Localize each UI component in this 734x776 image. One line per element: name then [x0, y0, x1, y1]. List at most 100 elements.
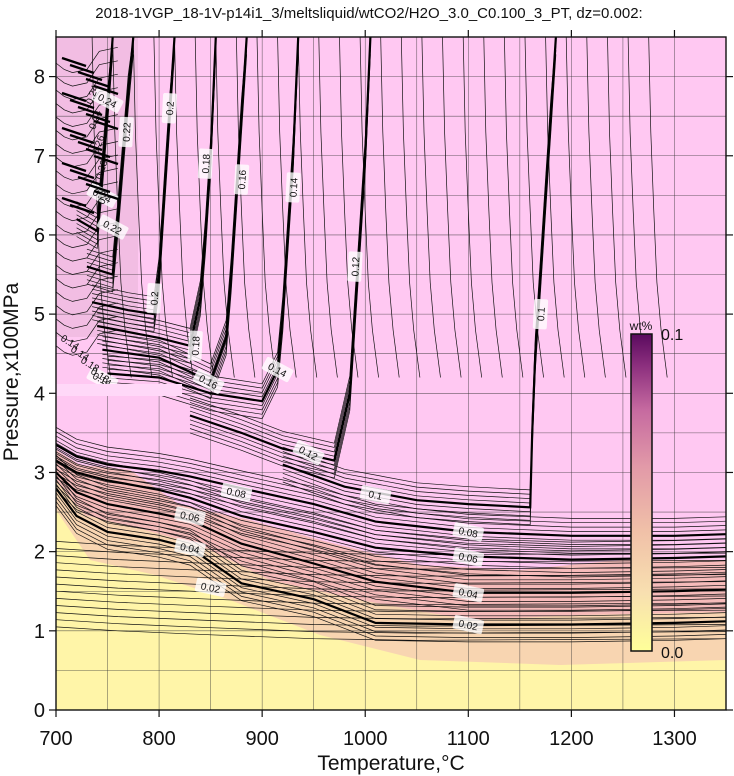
contour-label-0.04-0: 0.04 [174, 538, 206, 558]
top-left-contour-mark-11 [69, 133, 95, 145]
top-left-contour-mark-18 [85, 182, 111, 194]
top-left-contour-mark-10 [61, 126, 87, 138]
contour-label-0.2-1: 0.2 [161, 93, 178, 124]
top-left-contour-mark-17 [77, 175, 103, 187]
minor-contour-0-5 [56, 483, 726, 621]
left-curl-contour-1 [56, 316, 118, 343]
minor-contour-1-0 [56, 489, 726, 611]
top-left-contour-mark-3 [85, 77, 111, 89]
top-left-contour-mark-19 [93, 189, 119, 201]
upper-minor-contour-10 [297, 37, 318, 378]
top-left-contour-mark-12 [77, 140, 103, 152]
lower-minor-contour-12 [56, 541, 726, 556]
contour-label-bg [91, 87, 124, 113]
left-curl-contour-3 [56, 289, 118, 316]
y-tick-label-0: 0 [34, 700, 45, 722]
contour-label-0.06-0: 0.06 [174, 506, 206, 526]
x-tick-label-900: 900 [245, 728, 278, 750]
upper-minor-contour-5 [194, 37, 215, 378]
contour-label-0.18-1: 0.18 [197, 148, 214, 179]
minor-contour-3-5 [56, 440, 726, 532]
upper-minor-contour-23 [565, 37, 586, 378]
contour-label-0.14-2: 0.14 [285, 172, 301, 203]
colorbar-min-label: 0.0 [661, 645, 683, 662]
contour-label-bg [146, 283, 162, 314]
upper-minor-contour-6 [215, 37, 235, 378]
left-curl-contour-21 [56, 46, 118, 73]
left-curl-contour-4 [56, 275, 118, 302]
contour-label-text: 0.18 [201, 153, 213, 173]
left-curl-contour-15 [56, 127, 118, 154]
minor-contour-2-3 [56, 464, 726, 565]
minor-contour-2-6 [56, 451, 726, 552]
minor-contour-1-7 [56, 459, 726, 581]
left-curl-contour-7 [56, 235, 118, 262]
contour-label-text: 0.04 [179, 542, 201, 557]
minor-contour-0-3 [56, 492, 726, 630]
contour-label-bg [261, 357, 294, 383]
upper-minor-contour-22 [545, 37, 565, 378]
contour-label-bg [452, 547, 485, 567]
plot-area: 0.02 0.02 0.04 0.04 0.06 0.06 0.08 0.08 0.1 0.1 0.… [56, 37, 726, 710]
y-axis-label: Pressure,x100MPa [0, 282, 23, 461]
left-curl-contour-11 [56, 181, 118, 208]
contour-label-bg [192, 368, 225, 394]
lower-minor-contour-6 [56, 583, 726, 598]
highlight-band [56, 384, 182, 396]
upper-minor-contour-15 [400, 37, 421, 378]
x-tick-label-800: 800 [142, 728, 175, 750]
top-left-contour-mark-14 [93, 154, 119, 166]
contour-label-text: 0.2 [150, 291, 162, 306]
x-axis-label: Temperature,°C [317, 752, 464, 775]
minor-contour-3-3 [56, 448, 726, 541]
minor-contour-2-5 [56, 455, 726, 556]
upper-minor-contour-8 [256, 37, 276, 378]
contour-line-0.24 [76, 37, 114, 233]
upper-minor-contour-24 [586, 37, 606, 378]
x-tick-label-1100: 1100 [447, 728, 490, 750]
contour-label-text: 0.08 [457, 526, 479, 541]
contour-label-0.12-1: 0.12 [347, 251, 363, 282]
upper-minor-contour-20 [504, 37, 524, 378]
left-curl-contour-6 [56, 248, 118, 275]
minor-contour-3-6 [56, 435, 726, 528]
contour-label-bg [174, 538, 206, 558]
top-left-contour-mark-20 [61, 196, 87, 208]
contour-label-bg [532, 298, 549, 330]
upper-minor-contour-4 [174, 37, 194, 378]
contour-label-0.02-1: 0.02 [452, 614, 485, 635]
contour-label-bg [174, 506, 206, 526]
contour-label-text: 0.12 [350, 256, 362, 276]
contour-label-bg [292, 440, 325, 466]
contour-label-bg [161, 93, 178, 124]
contour-label-text: 0.06 [457, 551, 479, 566]
contour-label-text: 0.2 [165, 101, 177, 116]
left-curl-contour-0 [56, 329, 118, 356]
contour-label-bg [118, 116, 134, 148]
contour-label-text: 0.04 [457, 587, 479, 602]
top-left-contour-mark-16 [69, 168, 95, 180]
minor-contour-0-1 [56, 501, 726, 638]
axes: 700 800 900 1000 1100 1200 1300 0 1 2 3 4 5 6 7 8 [34, 30, 733, 750]
lower-minor-contour-4 [56, 598, 726, 613]
lower-minor-contour-8 [56, 569, 726, 584]
minor-contour-2-7 [56, 447, 726, 547]
contour-label-0.2-0: 0.2 [146, 283, 162, 314]
contour-label-bg [233, 164, 250, 195]
top-left-contour-mark-15 [61, 161, 87, 173]
minor-contour-2-0 [56, 477, 726, 578]
contour-label-bg [285, 172, 301, 203]
contour-line-0.22 [86, 37, 135, 276]
top-left-contour-mark-7 [77, 105, 103, 117]
minor-contour-0-8 [56, 470, 726, 608]
lower-minor-contour-3 [56, 605, 726, 620]
upper-minor-contour-25 [607, 37, 627, 378]
contour-label-bg [347, 251, 363, 282]
contour-label-bg [220, 482, 253, 502]
contour-label-bg [96, 214, 129, 240]
contour-label-text: 0.02 [457, 619, 479, 634]
minor-contour-10-0 [86, 54, 134, 293]
y-tick-label-1: 1 [34, 621, 45, 643]
top-left-contour-mark-1 [69, 63, 95, 75]
minor-contour-3-2 [56, 453, 726, 545]
